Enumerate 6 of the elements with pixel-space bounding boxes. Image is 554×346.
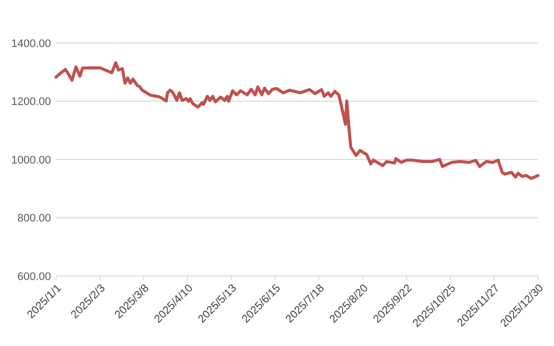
y-tick-label: 1400.00: [11, 38, 51, 50]
y-tick-label: 1200.00: [11, 96, 51, 108]
y-tick-label: 1000.00: [11, 154, 51, 166]
y-tick-label: 800.00: [17, 212, 51, 225]
line-series: [54, 61, 540, 180]
y-tick-label: 600.00: [17, 270, 51, 283]
